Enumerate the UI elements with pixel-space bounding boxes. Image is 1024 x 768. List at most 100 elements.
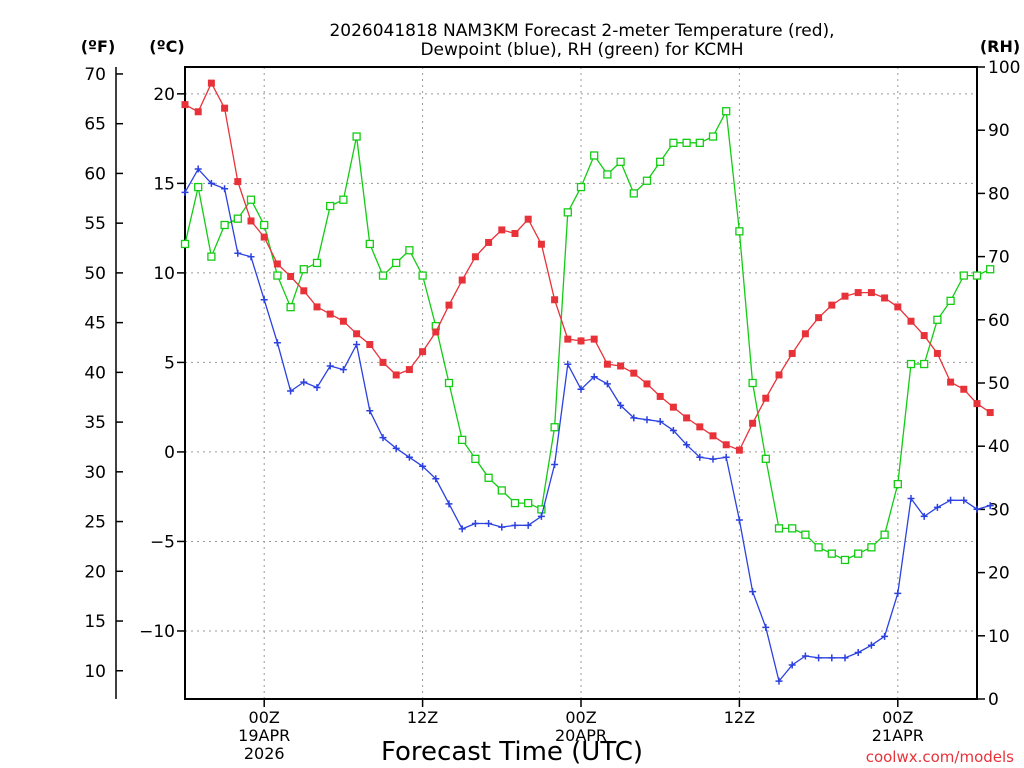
temperature-point (867, 289, 875, 297)
x-tick-label: 00Z (249, 708, 280, 727)
rh-point (840, 555, 850, 565)
x-tick-label: 00Z (565, 708, 596, 727)
rh-point (972, 271, 982, 280)
x-tick-label: 12Z (407, 708, 438, 727)
rh-point (458, 435, 467, 445)
dewpoint-point (801, 652, 809, 660)
dewpoint-point (339, 366, 347, 374)
dewpoint-point (735, 516, 743, 524)
fahrenheit-tick-label: 70 (84, 65, 106, 85)
temperature-point (854, 289, 862, 297)
rh-tick-label: 30 (988, 500, 1010, 520)
dewpoint-point (986, 502, 994, 510)
rh-point (695, 138, 704, 147)
rh-point (471, 454, 480, 463)
dewpoint-point (194, 165, 202, 173)
dewpoint-point (234, 249, 242, 257)
dewpoint-point (590, 373, 598, 381)
temperature-point (947, 378, 955, 386)
rh-point (854, 549, 863, 558)
dewpoint-point (894, 589, 902, 597)
dewpoint-point (471, 520, 479, 528)
rh-point (497, 486, 506, 495)
rh-point (576, 182, 586, 192)
temperature-point (419, 348, 427, 356)
dewpoint-point (617, 401, 625, 409)
dewpoint-point (881, 632, 889, 640)
dewpoint-point (577, 385, 585, 393)
dewpoint-point (709, 455, 717, 463)
temperature-point (207, 79, 215, 87)
dewpoint-point (603, 380, 611, 388)
temperature-point (221, 104, 229, 112)
rh-point (326, 201, 335, 211)
fahrenheit-tick-label: 30 (84, 463, 106, 483)
rh-point (880, 530, 889, 539)
dewpoint-point (656, 417, 664, 425)
rh-point (708, 132, 718, 141)
rh-tick-label: 70 (988, 248, 1010, 268)
dewpoint-point (907, 494, 915, 502)
temperature-point (762, 394, 770, 402)
rh-tick-label: 20 (988, 564, 1010, 584)
rh-point (735, 227, 744, 236)
temperature-point (815, 314, 823, 322)
rh-tick-label: 80 (988, 184, 1010, 204)
celsius-tick-label: 5 (164, 353, 175, 373)
temperature-point (524, 215, 532, 223)
fahrenheit-tick-label: 50 (84, 264, 106, 284)
rh-point (920, 359, 929, 369)
rh-tick-label: 0 (988, 690, 999, 710)
fahrenheit-tick-label: 25 (84, 513, 106, 533)
x-tick-label: 00Z (882, 708, 913, 727)
dewpoint-point (841, 654, 849, 662)
dewpoint-point (379, 434, 387, 442)
temperature-point (247, 217, 255, 225)
temperature-point (181, 101, 189, 109)
dewpoint-point (669, 426, 677, 434)
fahrenheit-tick-label: 10 (84, 662, 106, 682)
rh-point (801, 530, 810, 539)
x-tick-label: 12Z (724, 708, 755, 727)
dewpoint-point (458, 525, 466, 533)
dewpoint-line (184, 168, 991, 683)
dewpoint-point (524, 521, 532, 529)
dewpoint-point (366, 407, 374, 415)
temperature-point (907, 317, 915, 325)
dewpoint-point (392, 444, 400, 452)
dewpoint-point (696, 453, 704, 461)
rh-tick-label: 50 (988, 374, 1010, 394)
dewpoint-point (867, 641, 875, 649)
rh-point (814, 543, 823, 552)
rh-axis-header: (RH) (980, 37, 1020, 56)
temperature-point (234, 178, 242, 186)
rh-point (827, 549, 836, 558)
temperature-series (181, 79, 994, 454)
temperature-point (722, 441, 730, 449)
temperature-point (366, 341, 374, 349)
dewpoint-point (221, 185, 229, 193)
dewpoint-point (630, 414, 638, 422)
temperature-point (445, 301, 453, 309)
temperature-point (617, 362, 625, 370)
temperature-point (432, 328, 440, 336)
dewpoint-point (815, 654, 823, 662)
chart-title-line1: 2026041818 NAM3KM Forecast 2-meter Tempe… (329, 21, 834, 41)
rh-point (180, 239, 190, 249)
rh-tick-label: 60 (988, 311, 1010, 331)
dewpoint-point (920, 512, 928, 520)
dewpoint-point (551, 460, 559, 468)
rh-point (365, 239, 374, 249)
rh-tick-label: 100 (988, 58, 1020, 78)
temperature-point (392, 371, 400, 379)
temperature-point (273, 260, 281, 268)
rh-point (906, 359, 916, 369)
temperature-point (881, 294, 889, 302)
temperature-point (260, 233, 268, 241)
dewpoint-point (854, 648, 862, 656)
temperature-point (551, 296, 559, 304)
x-tick-label: 2026 (244, 744, 285, 763)
rh-point (959, 271, 968, 280)
rh-series (180, 107, 995, 565)
